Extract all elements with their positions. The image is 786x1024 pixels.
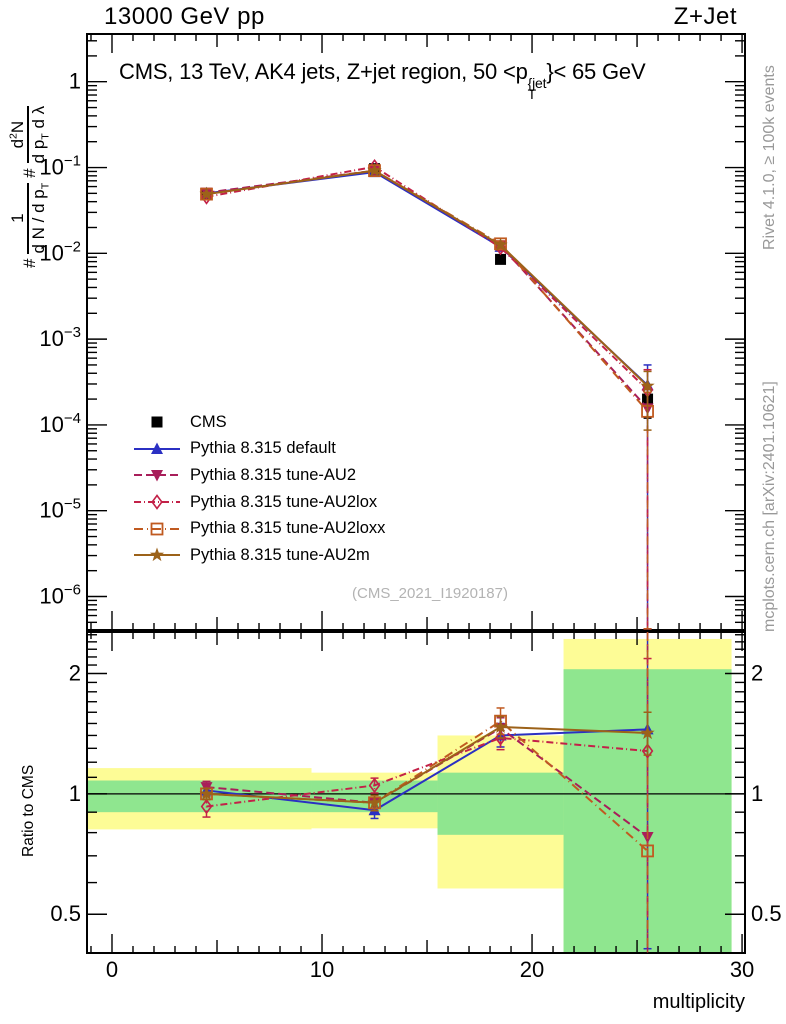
svg-text:0: 0	[106, 957, 118, 982]
legend-label: Pythia 8.315 tune-AU2m	[190, 545, 370, 564]
axis-ticks	[87, 34, 745, 953]
legend: CMS Pythia 8.315 default Pythia 8.315 tu…	[133, 409, 385, 569]
legend-label: Pythia 8.315 default	[190, 439, 336, 458]
legend-item-pythia-au2loxx: Pythia 8.315 tune-AU2loxx	[133, 515, 385, 542]
svg-text:10−4: 10−4	[39, 410, 81, 437]
series-ratio-5	[199, 711, 655, 812]
ylabel-fraction-1: 1 d N / d pT	[8, 182, 52, 254]
ylabel-hash-2: #	[20, 168, 40, 178]
ylabel-frac1-den: d N / d pT	[29, 182, 52, 254]
ratio-panel-frame	[86, 631, 746, 954]
plot-title-supsub: {jet T	[527, 75, 547, 102]
ylabel-frac2-num: d2N	[7, 105, 30, 164]
legend-item-pythia-au2m: Pythia 8.315 tune-AU2m	[133, 542, 385, 569]
header-process: Z+Jet	[673, 3, 737, 30]
legend-marker-pythia-au2	[134, 470, 180, 482]
legend-marker-pythia-default	[134, 442, 180, 454]
legend-label: CMS	[190, 412, 227, 431]
svg-text:10−5: 10−5	[39, 496, 81, 523]
svg-text:2: 2	[69, 661, 81, 686]
plot-title-post: }< 65 GeV	[546, 59, 646, 84]
ylabel-frac2-den: d pT d λ	[29, 105, 52, 164]
legend-item-pythia-default: Pythia 8.315 default	[133, 436, 385, 463]
svg-text:0.5: 0.5	[50, 901, 81, 926]
svg-text:10: 10	[310, 957, 334, 982]
svg-text:10−6: 10−6	[39, 582, 81, 609]
legend-label: Pythia 8.315 tune-AU2loxx	[190, 519, 386, 538]
legend-label: Pythia 8.315 tune-AU2	[190, 465, 357, 484]
legend-item-pythia-au2lox: Pythia 8.315 tune-AU2lox	[133, 489, 385, 516]
plot-title-pre: CMS, 13 TeV, AK4 jets, Z+jet region, 50 …	[119, 59, 528, 84]
svg-text:2: 2	[751, 661, 763, 686]
ylabel-hash-1: #	[20, 258, 40, 268]
legend-label: Pythia 8.315 tune-AU2lox	[190, 492, 378, 511]
main-panel-frame	[86, 33, 746, 631]
svg-text:10−2: 10−2	[39, 238, 81, 265]
header-beam-energy: 13000 GeV pp	[104, 3, 265, 30]
svg-text:30: 30	[730, 957, 754, 982]
svg-text:20: 20	[520, 957, 544, 982]
svg-text:0.5: 0.5	[751, 901, 782, 926]
rivet-version-note: Rivet 4.1.0, ≥ 100k events	[761, 65, 778, 250]
analysis-id-watermark: (CMS_2021_I1920187)	[352, 585, 508, 602]
legend-item-pythia-au2: Pythia 8.315 tune-AU2	[133, 462, 385, 489]
plot-title-sup: {jet	[527, 75, 547, 91]
main-y-axis-label: # 1 d N / d pT # d2N d pT d λ	[7, 105, 52, 268]
legend-item-cms: CMS	[133, 409, 385, 436]
axis-tick-labels: 110−110−210−310−410−510−60.5 0.51 12 20 10 20…	[39, 69, 781, 982]
x-axis-label: multiplicity	[652, 991, 745, 1013]
ylabel-frac1-num: 1	[8, 182, 30, 254]
plot-title: CMS, 13 TeV, AK4 jets, Z+jet region, 50 …	[119, 59, 646, 102]
svg-text:1: 1	[69, 781, 81, 806]
uncertainty-bands	[87, 638, 745, 953]
mcplots-arxiv-note: mcplots.cern.ch [arXiv:2401.10621]	[761, 381, 778, 632]
svg-text:10−3: 10−3	[39, 324, 81, 351]
legend-marker-pythia-au2loxx	[134, 522, 180, 536]
ylabel-fraction-2: d2N d pT d λ	[7, 105, 52, 164]
legend-marker-cms	[151, 416, 163, 428]
svg-text:1: 1	[69, 69, 81, 94]
plot-title-sub: T	[527, 86, 537, 102]
series-main-5	[199, 163, 655, 431]
legend-marker-pythia-au2m	[134, 547, 180, 562]
svg-text:10−1: 10−1	[39, 153, 81, 180]
legend-marker-pythia-au2lox	[134, 494, 180, 510]
svg-text:1: 1	[751, 781, 763, 806]
ratio-y-axis-label: Ratio to CMS	[20, 764, 37, 857]
